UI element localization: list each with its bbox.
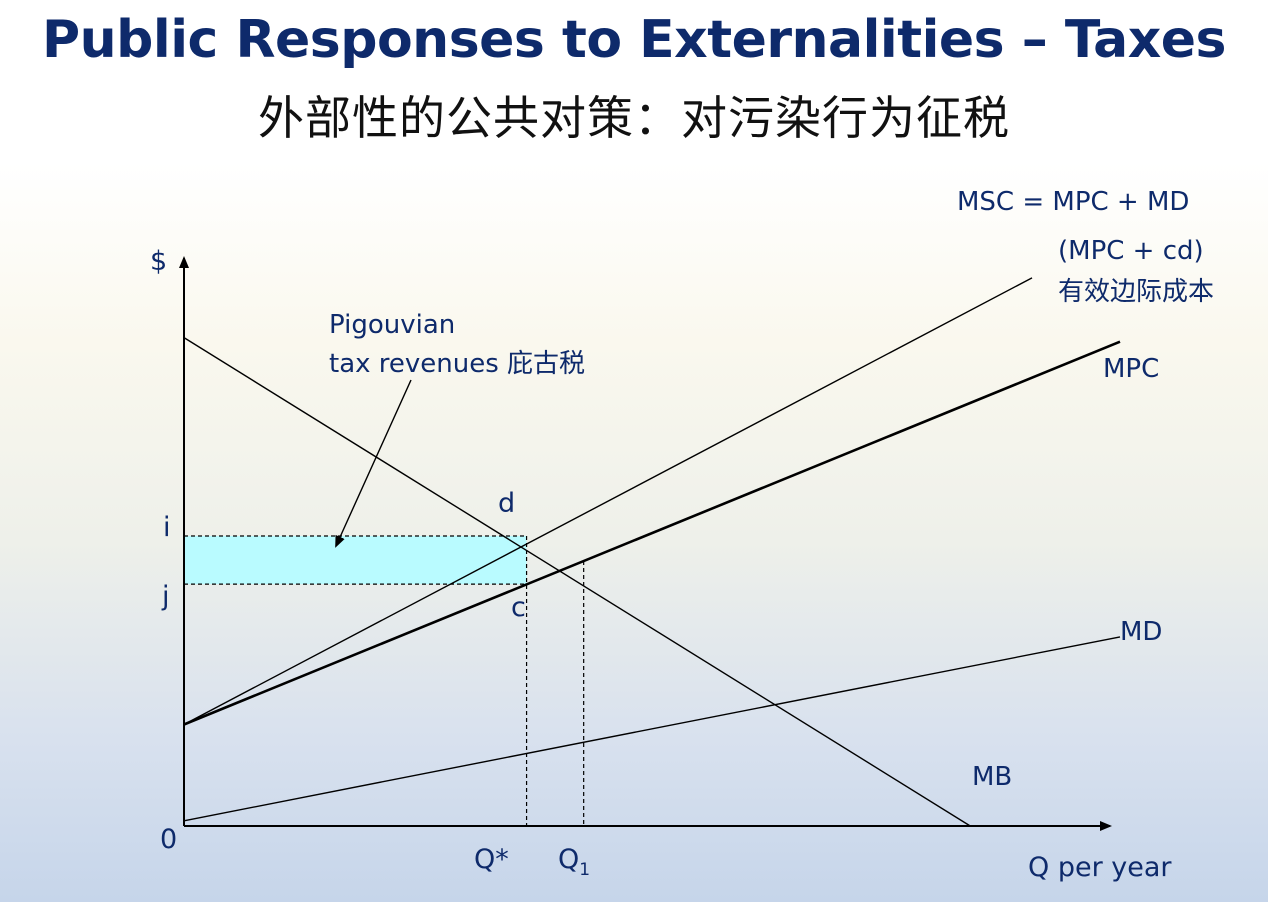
x-tick-q-star: Q* <box>474 844 509 875</box>
point-label-c: c <box>511 592 526 623</box>
series-label-mpc: MPC <box>1103 354 1159 384</box>
msc-line <box>183 277 1033 726</box>
point-label-d: d <box>498 488 515 519</box>
x-tick-q1-subscript: 1 <box>579 860 590 880</box>
md-line <box>183 636 1121 822</box>
x-axis-label: Q per year <box>1028 852 1172 883</box>
origin-label: 0 <box>160 824 177 855</box>
tax-label-line2: tax revenues 庇古税 <box>329 349 585 379</box>
series-label-md: MD <box>1120 617 1162 647</box>
slide-title: Public Responses to Externalities – Taxe… <box>42 10 1226 70</box>
y-axis-label: $ <box>150 246 167 277</box>
pigouvian-tax-area <box>184 536 527 585</box>
series-label-mb: MB <box>972 762 1012 792</box>
x-tick-q1-base: Q <box>558 844 579 875</box>
tax-pointer-arrow <box>335 379 412 548</box>
mb-line <box>183 337 971 827</box>
msc-note-line1: (MPC + cd) <box>1058 236 1204 266</box>
y-tick-j: j <box>161 581 170 612</box>
mpc-line <box>183 340 1121 726</box>
series-label-msc: MSC = MPC + MD <box>957 187 1189 217</box>
msc-note-line2: 有效边际成本 <box>1058 277 1214 307</box>
tax-label-line1: Pigouvian <box>329 310 455 340</box>
x-tick-q1: Q1 <box>558 844 590 880</box>
y-tick-i: i <box>163 512 171 543</box>
slide-subtitle: 外部性的公共对策：对污染行为征税 <box>258 91 1010 145</box>
